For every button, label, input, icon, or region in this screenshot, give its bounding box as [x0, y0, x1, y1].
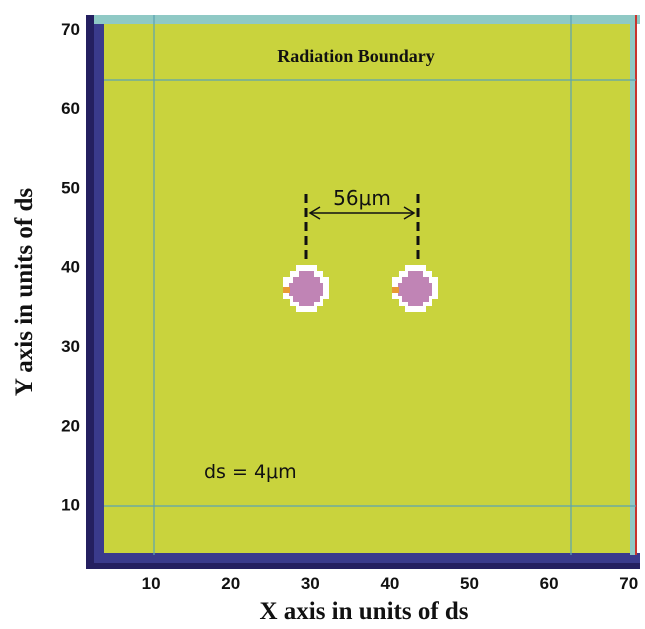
y-tick-label: 70: [61, 20, 80, 39]
y-tick-label: 30: [61, 337, 80, 356]
y-tick-label: 20: [61, 416, 80, 435]
spacing-label: 56μm: [333, 186, 391, 210]
ds-label: ds = 4μm: [204, 461, 297, 483]
right-strip: [630, 15, 636, 555]
right-disk-marker: [392, 287, 399, 293]
pml-bottom-edge: [86, 563, 640, 569]
x-tick-label: 10: [142, 574, 161, 593]
y-tick-label: 60: [61, 99, 80, 118]
spacing-arrow-head-right: [403, 206, 416, 220]
left-disk: [283, 265, 329, 312]
left-disk-marker: [283, 287, 290, 293]
computational-domain: [104, 24, 630, 553]
y-axis-ticks: 10 20 30 40 50 60 70: [61, 20, 80, 515]
x-tick-label: 20: [221, 574, 240, 593]
x-tick-label: 60: [540, 574, 559, 593]
pml-left-edge: [86, 15, 96, 567]
left-disk-core: [289, 271, 323, 306]
y-tick-label: 10: [61, 496, 80, 515]
x-tick-label: 30: [301, 574, 320, 593]
right-disk: [392, 265, 438, 312]
right-disk-core: [398, 271, 432, 306]
x-tick-label: 50: [460, 574, 479, 593]
y-tick-label: 40: [61, 258, 80, 277]
x-tick-label: 70: [619, 574, 638, 593]
top-strip: [94, 15, 640, 24]
pml-left-layer: [94, 15, 104, 567]
x-tick-label: 40: [380, 574, 399, 593]
x-axis-ticks: 10 20 30 40 50 60 70: [142, 574, 639, 593]
radiation-boundary-label: Radiation Boundary: [277, 46, 435, 66]
x-axis-title: X axis in units of ds: [259, 598, 468, 625]
y-tick-label: 50: [61, 178, 80, 197]
spacing-arrow-head-left: [308, 206, 321, 220]
y-axis-title: Y axis in units of ds: [11, 188, 38, 396]
